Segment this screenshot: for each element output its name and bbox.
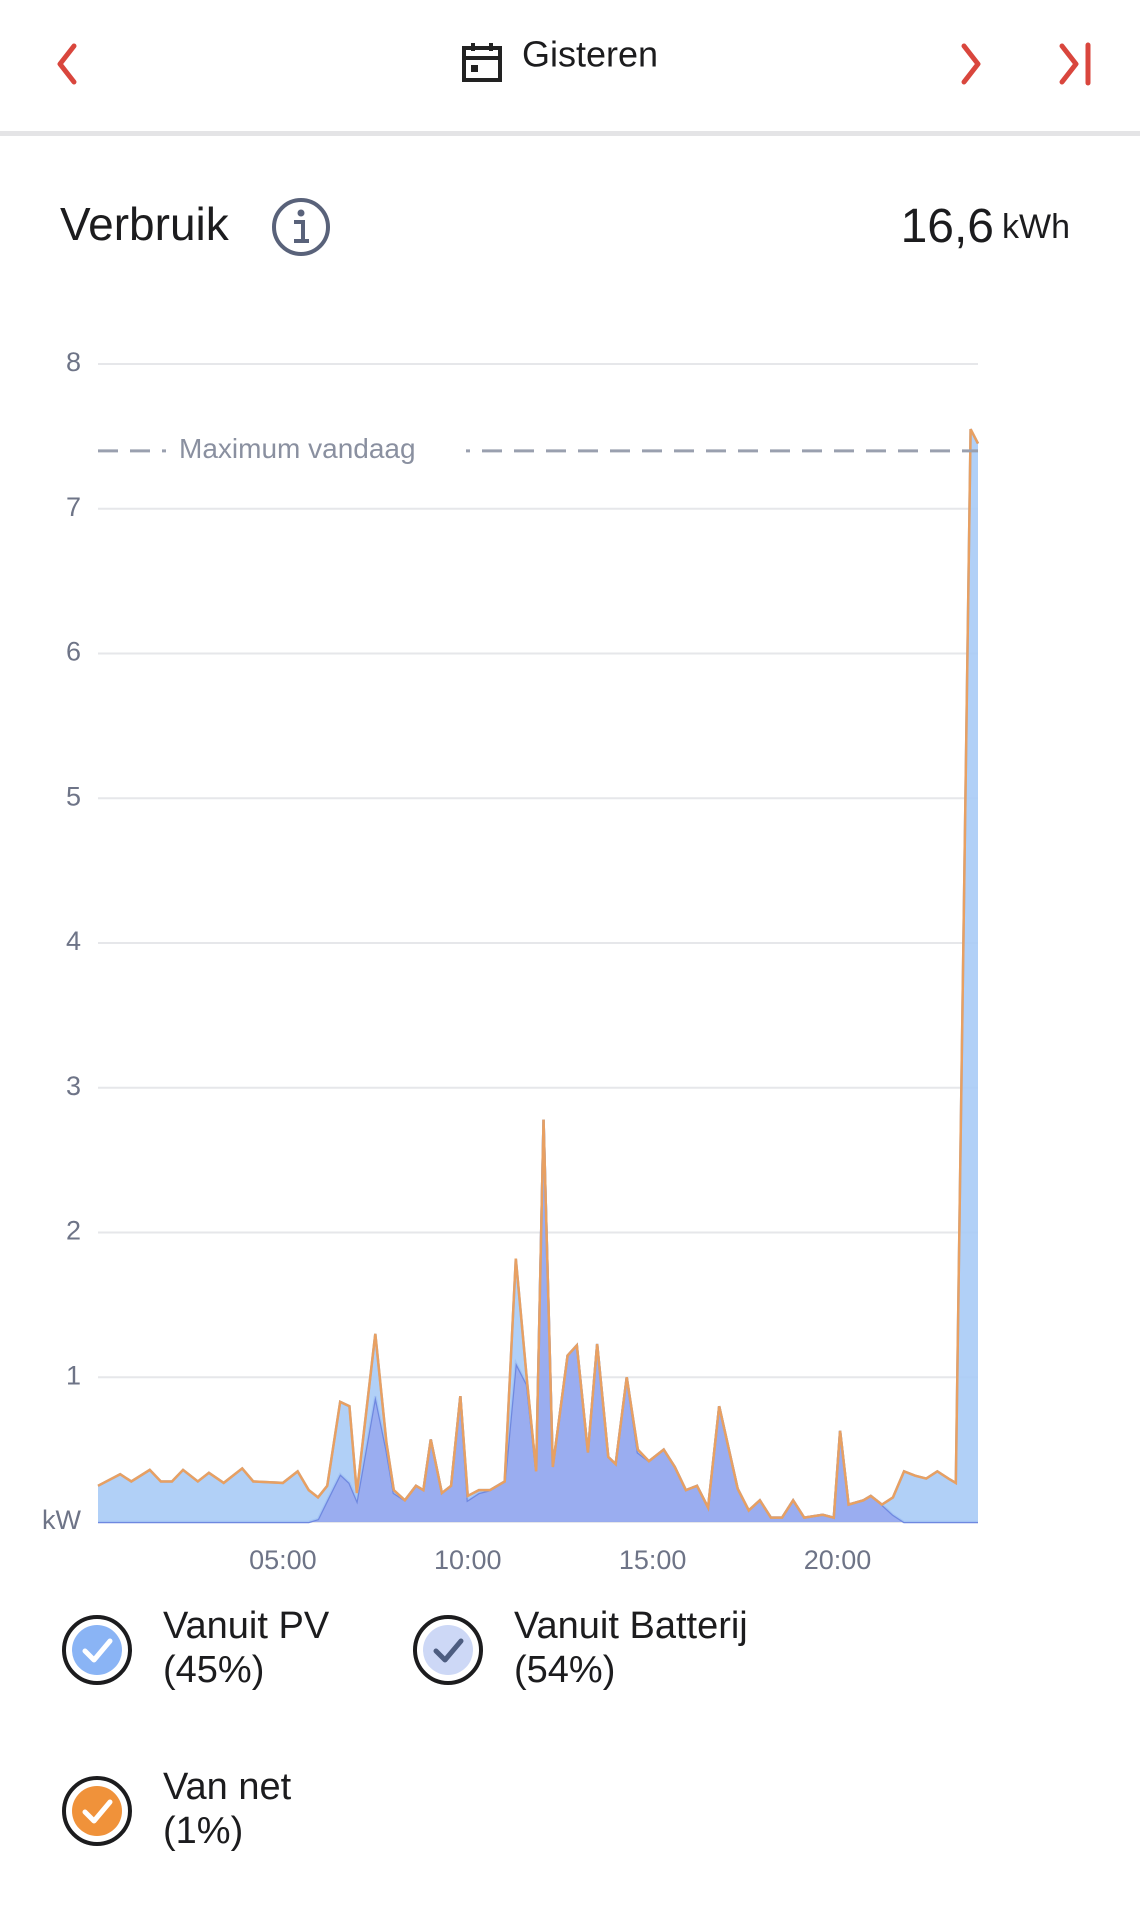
y-tick-label: 6 — [66, 637, 81, 667]
x-tick-label: 20:00 — [804, 1545, 872, 1575]
legend-item[interactable]: Van net(1%) — [62, 1766, 292, 1852]
reference-label: Maximum vandaag — [179, 433, 416, 464]
legend: Vanuit PV(45%) Vanuit Batterij(54%) Van ne… — [62, 1605, 748, 1852]
last-button[interactable] — [1059, 42, 1091, 86]
x-tick-label: 15:00 — [619, 1545, 687, 1575]
legend-share: (45%) — [163, 1649, 264, 1691]
info-i — [294, 220, 309, 243]
total: 16,6 kWh — [901, 200, 1070, 253]
legend-swatch — [423, 1625, 473, 1675]
y-tick-label: kW — [42, 1505, 82, 1535]
x-tick-label: 10:00 — [434, 1545, 502, 1575]
calendar-icon[interactable] — [462, 43, 502, 82]
y-tick-label: 1 — [66, 1360, 81, 1390]
chevron-right — [961, 43, 981, 85]
chevron-left — [57, 43, 77, 85]
total-value: 16,6 — [901, 200, 994, 253]
legend-check — [433, 1638, 464, 1663]
calendar-body — [462, 46, 502, 82]
legend-share: (54%) — [514, 1649, 615, 1691]
chart: kW 1 2 3 4 5 6 7 8 05:00 10:00 15:00 20:00 Maximum va… — [42, 347, 980, 1575]
legend-swatch — [72, 1625, 122, 1675]
total-unit: kWh — [1002, 208, 1070, 246]
y-tick-label: 8 — [66, 347, 81, 377]
chevron-right — [1059, 43, 1079, 85]
section-title: Verbruik — [60, 198, 230, 250]
prev-button[interactable] — [57, 43, 77, 85]
legend-swatch — [72, 1786, 122, 1836]
legend-label: Van net — [163, 1766, 292, 1808]
legend-check — [82, 1799, 113, 1824]
y-tick-label: 4 — [66, 926, 81, 956]
header-title[interactable]: Gisteren — [522, 34, 658, 75]
header-divider — [0, 131, 1140, 136]
reference-label-bg — [166, 430, 466, 471]
legend-item[interactable]: Vanuit PV(45%) — [62, 1605, 330, 1691]
y-tick-label: 5 — [66, 781, 81, 811]
legend-item[interactable]: Vanuit Batterij(54%) — [413, 1605, 748, 1691]
legend-share: (1%) — [163, 1810, 243, 1852]
next-button[interactable] — [961, 43, 981, 85]
info-button[interactable] — [272, 198, 330, 256]
area-line — [97, 428, 980, 1520]
calendar-day — [471, 65, 478, 72]
x-tick-label: 05:00 — [249, 1545, 317, 1575]
info-dot — [297, 209, 305, 217]
legend-label: Vanuit PV — [163, 1605, 330, 1647]
legend-label: Vanuit Batterij — [514, 1605, 748, 1647]
y-tick-label: 7 — [66, 492, 81, 522]
y-tick-label: 2 — [66, 1216, 81, 1246]
legend-check — [82, 1638, 113, 1663]
y-tick-label: 3 — [66, 1071, 81, 1101]
info-circle — [272, 198, 330, 256]
